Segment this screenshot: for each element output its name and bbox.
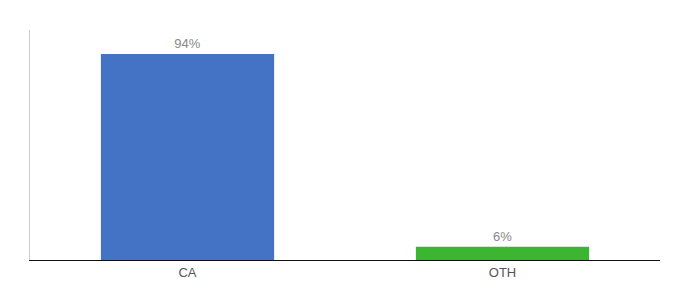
svg-text:OTH: OTH bbox=[489, 265, 516, 280]
svg-text:94%: 94% bbox=[174, 36, 200, 51]
svg-text:6%: 6% bbox=[493, 229, 512, 244]
svg-text:CA: CA bbox=[178, 265, 196, 280]
